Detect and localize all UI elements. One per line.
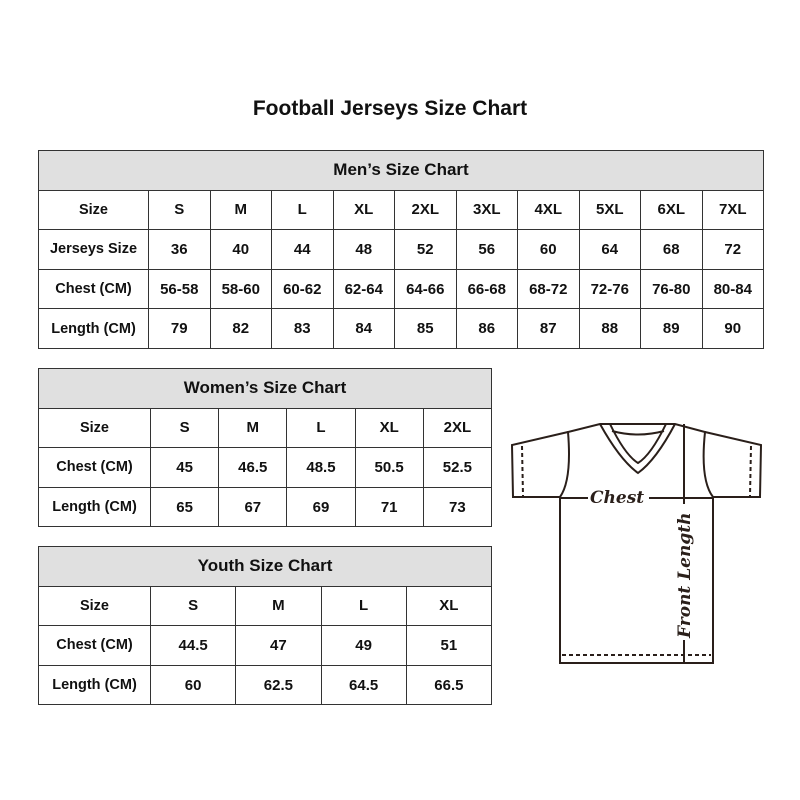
table-cell: S (149, 407, 220, 449)
table-cell: 69 (286, 486, 356, 528)
table-cell: 52.5 (422, 447, 493, 488)
chest-label: Chest (590, 488, 644, 508)
table-cell: 7XL (701, 189, 764, 231)
row-label: Length (CM) (38, 486, 151, 528)
table-cell: 50.5 (354, 447, 424, 488)
table-row: Size S M L XL 2XL 3XL 4XL 5XL 6XL 7XL (38, 189, 764, 231)
table-cell: 40 (209, 229, 272, 270)
table-cell: 80-84 (701, 268, 764, 310)
table-cell: 66-68 (455, 268, 518, 310)
table-row: Jerseys Size 36 40 44 48 52 56 60 64 68 72 (38, 229, 764, 270)
table-cell: 60-62 (271, 268, 334, 310)
youth-size-table: Youth Size Chart Size S M L XL Chest (CM) 44.5 4… (38, 546, 493, 706)
table-cell: 87 (517, 308, 580, 349)
row-label: Size (38, 407, 151, 449)
table-cell: 45 (149, 447, 220, 488)
table-cell: XL (332, 189, 395, 231)
table-cell: 44.5 (149, 625, 237, 666)
table-cell: 84 (332, 308, 395, 349)
table-row: Length (CM) 79 82 83 84 85 86 87 88 89 90 (38, 308, 764, 349)
womens-size-table: Women’s Size Chart Size S M L XL 2XL Chest (CM)… (38, 368, 493, 528)
left-sleeve (510, 431, 569, 498)
table-cell: 49 (320, 625, 407, 666)
table-cell: 60 (149, 664, 237, 706)
table-cell: 48.5 (286, 447, 356, 488)
mens-size-table: Men’s Size Chart Size S M L XL 2XL 3XL 4XL 5XL 6XL… (38, 150, 764, 349)
table-cell: 72-76 (578, 268, 641, 310)
table-cell: 88 (578, 308, 641, 349)
table-cell: 62-64 (332, 268, 395, 310)
table-cell: 73 (422, 486, 493, 528)
table-cell: 60 (517, 229, 580, 270)
table-cell: L (286, 407, 356, 449)
table-cell: 51 (405, 625, 493, 666)
table-cell: 5XL (578, 189, 641, 231)
table-cell: 68-72 (517, 268, 580, 310)
table-cell: 64.5 (320, 664, 407, 706)
table-cell: 65 (149, 486, 220, 528)
row-label: Size (38, 189, 149, 231)
table-cell: 47 (235, 625, 322, 666)
page-title: Football Jerseys Size Chart (252, 97, 528, 120)
table-cell: L (271, 189, 334, 231)
front-length-label: Front Length (675, 513, 695, 639)
table-row: Size S M L XL 2XL (38, 407, 493, 449)
table-row: Length (CM) 60 62.5 64.5 66.5 (38, 664, 493, 706)
table-cell: 71 (354, 486, 424, 528)
table-cell: 2XL (422, 407, 493, 449)
table-cell: L (320, 585, 407, 627)
table-cell: S (149, 585, 237, 627)
table-header: Women’s Size Chart (38, 368, 492, 409)
table-cell: 68 (640, 229, 703, 270)
table-cell: 62.5 (235, 664, 322, 706)
table-header: Youth Size Chart (38, 546, 492, 587)
table-cell: 85 (394, 308, 457, 349)
table-cell: 86 (455, 308, 518, 349)
table-header: Men’s Size Chart (38, 150, 764, 191)
table-cell: XL (354, 407, 424, 449)
table-cell: 79 (148, 308, 211, 349)
table-row: Chest (CM) 44.5 47 49 51 (38, 625, 493, 666)
table-cell: M (218, 407, 288, 449)
table-cell: 56-58 (148, 268, 211, 310)
row-label: Chest (CM) (38, 625, 151, 666)
table-row: Length (CM) 65 67 69 71 73 (38, 486, 493, 528)
right-sleeve (704, 431, 763, 498)
table-cell: 44 (271, 229, 334, 270)
table-cell: 82 (209, 308, 272, 349)
table-row: Chest (CM) 45 46.5 48.5 50.5 52.5 (38, 447, 493, 488)
row-label: Size (38, 585, 151, 627)
table-cell: 66.5 (405, 664, 493, 706)
row-label: Jerseys Size (38, 229, 149, 270)
table-cell: 6XL (640, 189, 703, 231)
table-cell: 76-80 (640, 268, 703, 310)
table-row: Size S M L XL (38, 585, 493, 627)
row-label: Length (CM) (38, 308, 149, 349)
row-label: Chest (CM) (38, 447, 151, 488)
table-cell: 90 (701, 308, 764, 349)
table-cell: 67 (218, 486, 288, 528)
table-cell: M (235, 585, 322, 627)
table-cell: 36 (148, 229, 211, 270)
table-cell: 48 (332, 229, 395, 270)
collar (599, 423, 676, 475)
table-cell: XL (405, 585, 493, 627)
